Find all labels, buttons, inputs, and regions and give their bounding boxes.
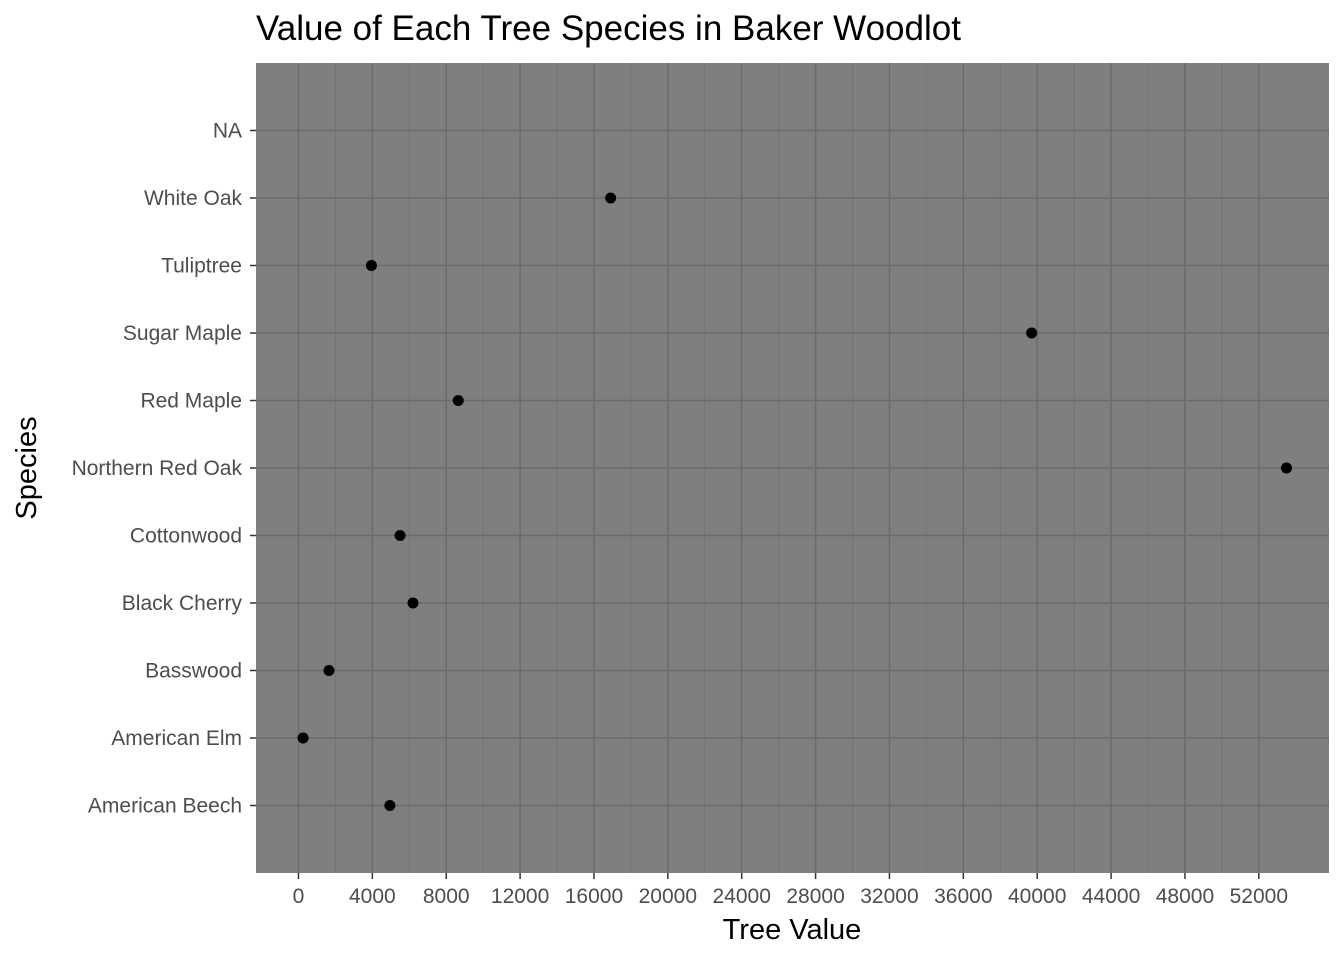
y-axis: American Beech American Elm Basswood Black …	[72, 120, 256, 818]
y-axis-title: Species	[11, 416, 43, 519]
data-point	[1281, 462, 1293, 474]
x-tick-label: 40000	[1008, 885, 1066, 908]
chart-title: Value of Each Tree Species in Baker Wood…	[256, 9, 961, 48]
data-point	[297, 732, 309, 744]
x-axis-title: Tree Value	[723, 914, 862, 946]
y-tick-label: Sugar Maple	[123, 322, 242, 345]
x-tick-label: 48000	[1156, 885, 1214, 908]
x-tick-label: 32000	[860, 885, 918, 908]
x-tick-label: 16000	[565, 885, 623, 908]
data-point	[605, 192, 617, 204]
x-tick-label: 28000	[786, 885, 844, 908]
y-tick-label: American Beech	[88, 795, 242, 818]
x-tick-label: 4000	[349, 885, 396, 908]
x-axis: 0 4000 8000 12000 16000 20000 24000 28000 32000 3…	[293, 873, 1288, 908]
x-tick-label: 20000	[639, 885, 697, 908]
data-point	[365, 260, 377, 271]
y-tick-label: Black Cherry	[122, 592, 243, 615]
x-tick-label: 24000	[713, 885, 771, 908]
x-tick-label: 12000	[491, 885, 549, 908]
y-tick-label: NA	[213, 120, 242, 143]
y-tick-label: Basswood	[145, 660, 242, 683]
x-tick-label: 0	[293, 885, 305, 908]
y-tick-label: Northern Red Oak	[72, 457, 243, 480]
data-point	[384, 800, 396, 811]
data-point	[1026, 327, 1038, 339]
x-tick-label: 8000	[423, 885, 470, 908]
y-tick-label: Red Maple	[140, 390, 242, 413]
grid-major	[256, 63, 1329, 873]
data-point	[452, 395, 464, 406]
data-points	[297, 192, 1293, 811]
x-tick-label: 36000	[934, 885, 992, 908]
data-point	[394, 530, 406, 541]
data-point	[323, 665, 335, 676]
x-tick-label: 44000	[1082, 885, 1140, 908]
data-point	[407, 597, 419, 609]
y-tick-label: American Elm	[111, 727, 242, 750]
y-tick-label: Cottonwood	[130, 525, 242, 548]
y-tick-label: Tuliptree	[161, 255, 242, 278]
y-tick-label: White Oak	[144, 187, 243, 210]
x-tick-label: 52000	[1230, 885, 1288, 908]
